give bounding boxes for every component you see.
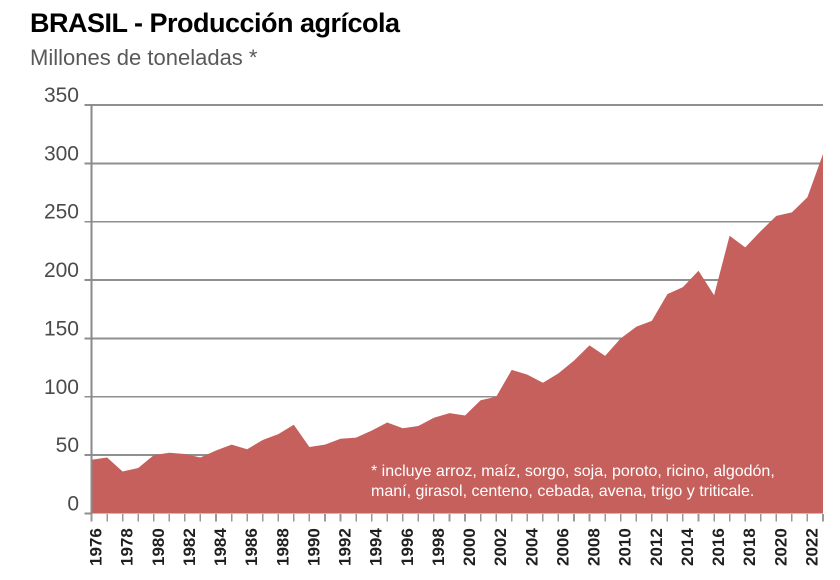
- x-axis-label: 2006: [553, 528, 572, 566]
- x-axis-label: 2018: [740, 528, 759, 566]
- chart-subtitle: Millones de toneladas *: [30, 45, 258, 70]
- x-axis-label: 1986: [242, 528, 261, 566]
- x-axis-label: 1988: [273, 528, 292, 566]
- x-axis-label: 1984: [211, 528, 230, 566]
- y-axis-label: 50: [56, 434, 79, 457]
- x-axis-label: 1980: [149, 528, 168, 566]
- x-axis-label: 2000: [460, 528, 479, 566]
- x-axis-label: 2004: [522, 528, 541, 566]
- y-axis-label: 250: [44, 201, 79, 224]
- x-axis-label: 2008: [585, 528, 604, 566]
- x-axis-label: 2010: [616, 528, 635, 566]
- y-axis-label: 350: [44, 84, 79, 107]
- x-axis-label: 1996: [398, 528, 417, 566]
- x-axis-label: 1976: [87, 528, 106, 566]
- x-axis-label: 2014: [678, 528, 697, 566]
- y-axis-label: 0: [67, 493, 79, 516]
- x-axis-label: 1982: [180, 528, 199, 566]
- x-axis-label: 1992: [336, 528, 355, 566]
- x-axis-label: 2020: [771, 528, 790, 566]
- x-axis-label: 1994: [367, 528, 386, 566]
- x-axis-label: 1990: [304, 528, 323, 566]
- x-axis-label: 1978: [118, 528, 137, 566]
- x-axis-label: 1998: [429, 528, 448, 566]
- area-series: [91, 154, 823, 514]
- chart-title: BRASIL - Producción agrícola: [30, 8, 400, 38]
- y-axis-label: 150: [44, 317, 79, 340]
- y-axis-label: 300: [44, 142, 79, 165]
- x-axis-label: 2002: [491, 528, 510, 566]
- x-axis-label: 2012: [647, 528, 666, 566]
- chart-footnote-line-1: * incluye arroz, maíz, sorgo, soja, poro…: [371, 463, 775, 480]
- chart-footnote-line-2: maní, girasol, centeno, cebada, avena, t…: [371, 483, 754, 500]
- x-axis-label: 2016: [709, 528, 728, 566]
- y-axis-label: 100: [44, 376, 79, 399]
- y-axis-label: 200: [44, 259, 79, 282]
- x-axis-label: 2022: [802, 528, 821, 566]
